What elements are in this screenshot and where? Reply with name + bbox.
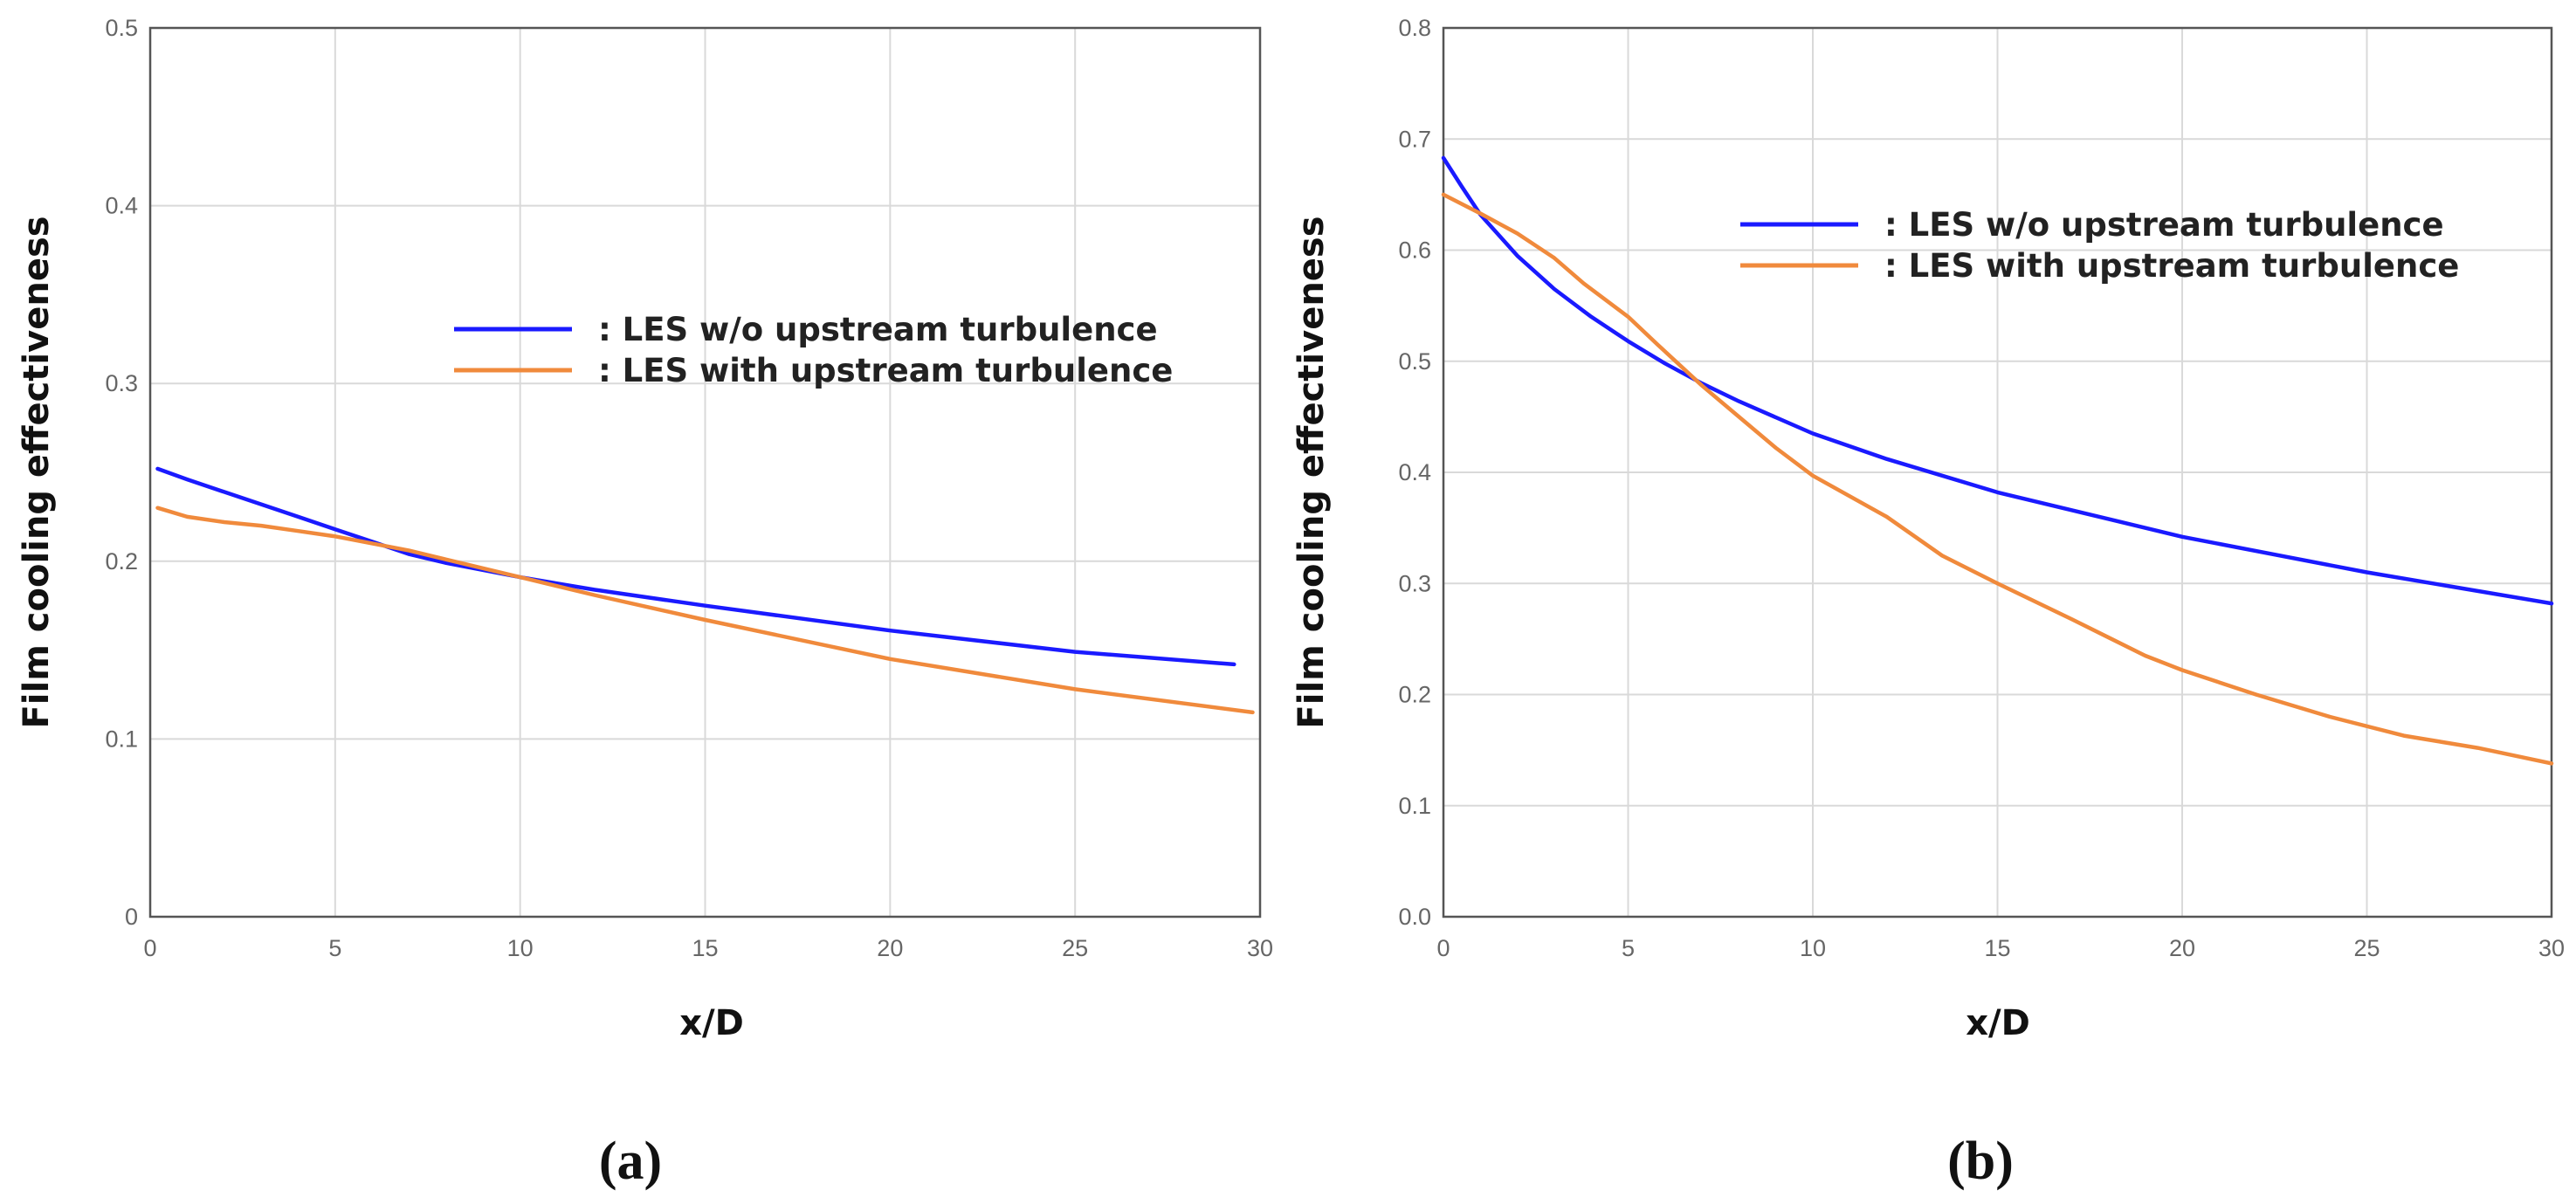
chart-b-y-tick-label: 0.4 [1398, 459, 1431, 485]
chart-b-x-tick-label: 25 [2353, 935, 2380, 961]
chart-a-panel-label: (a) [599, 1132, 662, 1191]
chart-a-series-line-les-without-upstream [155, 466, 1236, 667]
chart-a-y-axis-label: Film cooling effectiveness [17, 216, 57, 728]
chart-b-x-axis-label: x/D [1966, 1003, 2030, 1043]
chart-a-y-tick-label: 0.1 [105, 726, 138, 752]
chart-b-y-tick-label: 0.0 [1398, 904, 1431, 930]
chart-b-y-tick-label: 0.6 [1398, 237, 1431, 264]
chart-a-y-tick-label: 0.3 [105, 370, 138, 396]
chart-b-gridlines [1443, 27, 2552, 918]
chart-b-x-tick-label: 5 [1622, 935, 1635, 961]
chart-panel-b: 0 5 10 15 20 25 30 0.0 0.1 0.2 0.3 0.4 0.5 0.6 0.7 0.8… [1291, 15, 2565, 1191]
chart-b-legend-label-les-without-upstream: : LES w/o upstream turbulence [1884, 206, 2444, 244]
chart-b-series-line-les-without-upstream [1441, 155, 2554, 606]
chart-a-x-axis-label: x/D [679, 1003, 744, 1043]
chart-a-x-tick-label: 5 [328, 935, 341, 961]
chart-a-x-tick-label: 15 [692, 935, 718, 961]
chart-panel-a: 0 5 10 15 20 25 30 0 0.1 0.2 0.3 0.4 0.5 : LES w/o … [17, 15, 1273, 1191]
chart-b-y-tick-label: 0.2 [1398, 682, 1431, 708]
chart-a-x-tick-label: 30 [1247, 935, 1273, 961]
chart-a-y-tick-label: 0.5 [105, 15, 138, 41]
chart-b-legend-label-les-with-upstream: : LES with upstream turbulence [1884, 247, 2459, 285]
chart-a-legend-label-les-without-upstream: : LES w/o upstream turbulence [598, 311, 1158, 348]
chart-b-legend: : LES w/o upstream turbulence: LES with … [1740, 206, 2459, 285]
chart-b-y-tick-label: 0.1 [1398, 793, 1431, 819]
chart-a-y-tick-label: 0.4 [105, 193, 138, 219]
chart-b-x-tick-label: 20 [2169, 935, 2195, 961]
chart-a-plot-frame [148, 26, 1262, 918]
chart-a-legend: : LES w/o upstream turbulence : LES with … [454, 311, 1173, 389]
chart-b-y-tick-label: 0.7 [1398, 126, 1431, 152]
chart-a-x-tick-label: 25 [1062, 935, 1088, 961]
chart-b-x-tick-label: 10 [1800, 935, 1826, 961]
chart-b-x-tick-label: 30 [2538, 935, 2565, 961]
chart-b-series-line-les-with-upstream [1441, 192, 2554, 766]
chart-a-y-tick-labels: 0 0.1 0.2 0.3 0.4 0.5 [105, 15, 138, 930]
chart-b-y-tick-label: 0.8 [1398, 15, 1431, 41]
chart-a-series-group [155, 466, 1255, 715]
chart-b-y-tick-label: 0.5 [1398, 348, 1431, 375]
chart-b-y-tick-labels: 0.0 0.1 0.2 0.3 0.4 0.5 0.6 0.7 0.8 [1398, 15, 1431, 930]
chart-b-plot-frame [1442, 26, 2553, 918]
chart-b-x-tick-label: 0 [1436, 935, 1450, 961]
chart-a-x-tick-labels: 0 5 10 15 20 25 30 [143, 935, 1273, 961]
chart-a-x-tick-label: 10 [507, 935, 534, 961]
chart-b-x-tick-label: 15 [1984, 935, 2010, 961]
chart-a-legend-label-les-with-upstream: : LES with upstream turbulence [598, 352, 1173, 389]
chart-a-x-tick-label: 20 [877, 935, 903, 961]
chart-a-x-tick-label: 0 [143, 935, 156, 961]
chart-a-y-tick-label: 0 [125, 904, 138, 930]
chart-b-y-axis-label: Film cooling effectiveness [1291, 216, 1332, 728]
chart-b-y-tick-label: 0.3 [1398, 570, 1431, 596]
chart-a-gridlines [149, 27, 1261, 918]
chart-b-series-group [1441, 155, 2554, 766]
chart-a-series-line-les-with-upstream [155, 506, 1255, 715]
chart-b-x-tick-labels: 0 5 10 15 20 25 30 [1436, 935, 2565, 961]
chart-b-panel-label: (b) [1947, 1132, 2014, 1191]
chart-a-y-tick-label: 0.2 [105, 548, 138, 574]
